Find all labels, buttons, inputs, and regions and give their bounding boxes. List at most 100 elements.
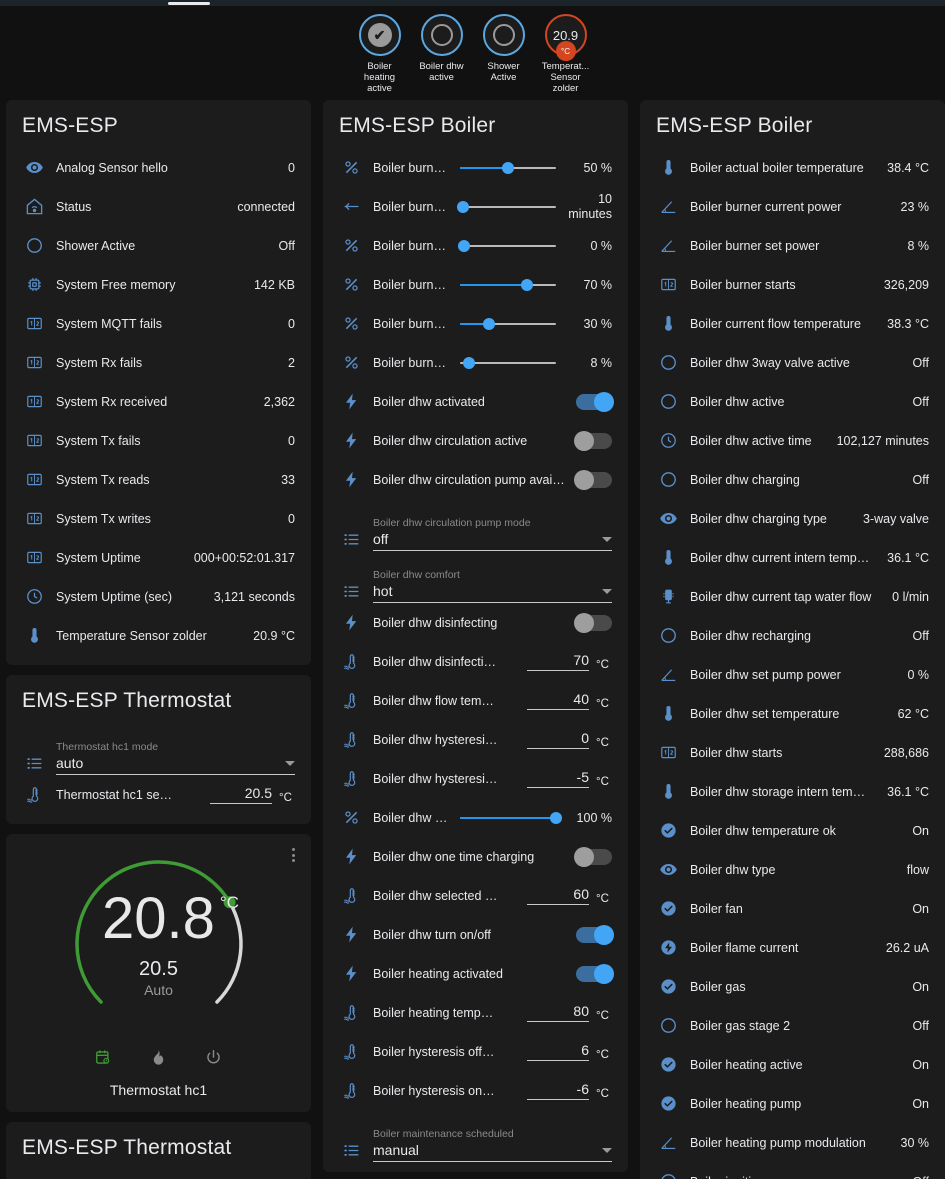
entity-row[interactable]: Boiler dhw set pump power 0 %	[656, 655, 929, 694]
number-row[interactable]: Boiler dhw disinfecti… 70 °C	[339, 642, 612, 681]
slider-knob[interactable]	[550, 811, 562, 824]
entity-row[interactable]: Boiler heating active On	[656, 1045, 929, 1084]
toggle-row[interactable]: Boiler dhw turn on/off	[339, 915, 614, 954]
entity-row[interactable]: Boiler dhw type flow	[656, 850, 929, 889]
select-value[interactable]: hot	[373, 583, 393, 599]
toggle-switch[interactable]	[576, 924, 614, 945]
entity-row[interactable]: Boiler current flow temperature 38.3 °C	[656, 304, 929, 343]
badge-1[interactable]: Boiler dhw active	[413, 14, 471, 83]
entity-row[interactable]: System Uptime (sec) 3,121 seconds	[22, 577, 295, 616]
slider-knob[interactable]	[482, 317, 495, 330]
number-row[interactable]: Boiler hysteresis off… 6 °C	[339, 1032, 612, 1071]
number-row[interactable]: Boiler dhw hysteresi… -5 °C	[339, 759, 612, 798]
entity-row[interactable]: Boiler dhw recharging Off	[656, 616, 929, 655]
entity-row[interactable]: System Tx fails 0	[22, 421, 295, 460]
number-input[interactable]: 6	[527, 1042, 589, 1061]
slider[interactable]	[460, 314, 556, 334]
toggle-switch[interactable]	[574, 430, 612, 451]
entity-row[interactable]: System Rx fails 2	[22, 343, 295, 382]
select-value[interactable]: off	[373, 531, 389, 547]
toggle-row[interactable]: Boiler dhw activated	[339, 382, 614, 421]
select-row[interactable]: Boiler maintenance scheduled manual	[339, 1110, 612, 1162]
toggle-row[interactable]: Boiler dhw circulation active	[339, 421, 612, 460]
slider[interactable]	[460, 808, 562, 828]
entity-row[interactable]: Boiler ignition Off	[656, 1162, 929, 1179]
number-row[interactable]: Boiler dhw selected … 60 °C	[339, 876, 612, 915]
number-row[interactable]: Thermostat hc1 se… 20.5 °C	[22, 775, 295, 814]
slider-row[interactable]: Boiler burner max po… 50 %	[339, 148, 612, 187]
entity-row[interactable]: Boiler dhw starts 288,686	[656, 733, 929, 772]
entity-row[interactable]: Boiler flame current 26.2 uA	[656, 928, 929, 967]
entity-row[interactable]: System MQTT fails 0	[22, 304, 295, 343]
entity-row[interactable]: Temperature Sensor zolder 20.9 °C	[22, 616, 295, 655]
slider[interactable]	[457, 236, 556, 256]
chevron-down-icon[interactable]	[602, 588, 612, 594]
entity-row[interactable]: Thermostat date/time14:21:51 22.01.2022	[22, 1170, 295, 1179]
slider-row[interactable]: Boiler dhw max power 100 %	[339, 798, 612, 837]
toggle-row[interactable]: Boiler dhw disinfecting	[339, 603, 612, 642]
more-options-icon[interactable]	[288, 844, 299, 866]
number-input[interactable]: -5	[527, 769, 589, 788]
entity-row[interactable]: Boiler dhw temperature ok On	[656, 811, 929, 850]
entity-row[interactable]: Status connected	[22, 187, 295, 226]
number-input[interactable]: 80	[527, 1003, 589, 1022]
slider[interactable]	[460, 353, 556, 373]
entity-row[interactable]: Boiler dhw 3way valve active Off	[656, 343, 929, 382]
number-row[interactable]: Boiler dhw hysteresi… 0 °C	[339, 720, 612, 759]
toggle-switch[interactable]	[576, 963, 614, 984]
slider-knob[interactable]	[456, 200, 469, 213]
slider-knob[interactable]	[457, 239, 470, 252]
entity-row[interactable]: Boiler dhw charging type 3-way valve	[656, 499, 929, 538]
badge-circle[interactable]: ✔	[358, 14, 401, 56]
entity-row[interactable]: Boiler gas On	[656, 967, 929, 1006]
select-row[interactable]: Boiler dhw circulation pump mode off	[339, 499, 612, 551]
number-input[interactable]: 70	[527, 652, 589, 671]
number-row[interactable]: Boiler heating temp… 80 °C	[339, 993, 612, 1032]
slider-knob[interactable]	[462, 356, 475, 369]
entity-row[interactable]: Boiler dhw current intern temperature 36.…	[656, 538, 929, 577]
slider-row[interactable]: Boiler burner min po… 0 %	[339, 226, 612, 265]
entity-row[interactable]: System Rx received 2,362	[22, 382, 295, 421]
entity-row[interactable]: Analog Sensor hello 0	[22, 148, 295, 187]
entity-row[interactable]: System Tx reads 33	[22, 460, 295, 499]
entity-row[interactable]: Boiler gas stage 2 Off	[656, 1006, 929, 1045]
badge-2[interactable]: Shower Active	[475, 14, 533, 83]
number-input[interactable]: 20.5	[210, 785, 272, 804]
slider[interactable]	[460, 158, 556, 178]
entity-row[interactable]: Boiler fan On	[656, 889, 929, 928]
entity-row[interactable]: Boiler burner current power 23 %	[656, 187, 929, 226]
select-row[interactable]: Thermostat hc1 mode auto	[22, 723, 295, 775]
number-row[interactable]: Boiler hysteresis on… -6 °C	[339, 1071, 612, 1110]
entity-row[interactable]: Boiler dhw active time 102,127 minutes	[656, 421, 929, 460]
toggle-switch[interactable]	[576, 391, 614, 412]
active-tab-indicator[interactable]	[168, 2, 210, 5]
chevron-down-icon[interactable]	[602, 536, 612, 542]
entity-row[interactable]: Boiler burner starts 326,209	[656, 265, 929, 304]
slider[interactable]	[460, 275, 556, 295]
slider-knob[interactable]	[502, 161, 514, 174]
select-value[interactable]: manual	[373, 1142, 419, 1158]
slider[interactable]	[456, 197, 556, 217]
number-input[interactable]: 40	[527, 691, 589, 710]
entity-row[interactable]: Boiler dhw active Off	[656, 382, 929, 421]
badge-circle[interactable]	[420, 14, 463, 56]
entity-row[interactable]: Boiler heating pump modulation 30 %	[656, 1123, 929, 1162]
slider-row[interactable]: Boiler burner selecte… 8 %	[339, 343, 612, 382]
toggle-switch[interactable]	[574, 612, 612, 633]
chevron-down-icon[interactable]	[602, 1147, 612, 1153]
slider-knob[interactable]	[521, 278, 534, 291]
number-input[interactable]: 0	[527, 730, 589, 749]
entity-row[interactable]: Boiler actual boiler temperature 38.4 °C	[656, 148, 929, 187]
toggle-row[interactable]: Boiler dhw circulation pump available	[339, 460, 612, 499]
entity-row[interactable]: Boiler dhw set temperature 62 °C	[656, 694, 929, 733]
number-row[interactable]: Boiler dhw flow tem… 40 °C	[339, 681, 612, 720]
chevron-down-icon[interactable]	[285, 760, 295, 766]
entity-row[interactable]: Boiler heating pump On	[656, 1084, 929, 1123]
entity-row[interactable]: Boiler dhw charging Off	[656, 460, 929, 499]
select-row[interactable]: Boiler dhw comfort hot	[339, 551, 612, 603]
flame-icon[interactable]	[149, 1048, 168, 1072]
thermostat-gauge[interactable]: 20.8 °C 20.5 Auto	[6, 844, 311, 1044]
calendar-clock-icon[interactable]	[94, 1048, 113, 1072]
badge-circle[interactable]	[482, 14, 525, 56]
